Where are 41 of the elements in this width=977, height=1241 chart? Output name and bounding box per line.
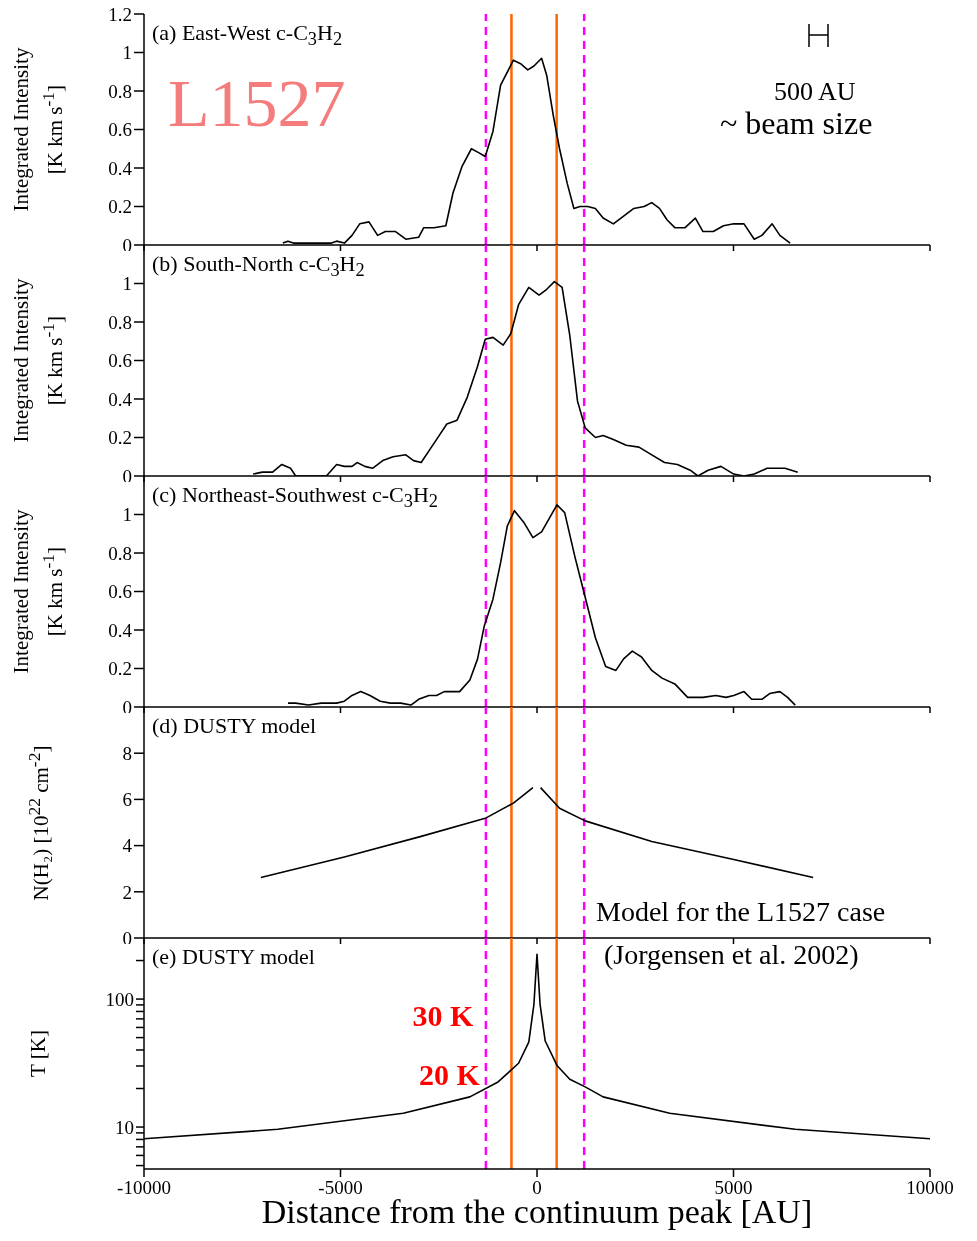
y-tick-label: 0.6 (108, 350, 132, 372)
y-tick-label: 0.6 (108, 119, 132, 141)
y-tick-label: 0 (122, 696, 132, 718)
y-tick-label: 0.6 (108, 581, 132, 603)
y-tick-label: 0.8 (108, 80, 132, 102)
y-tick-label: 8 (122, 742, 132, 764)
y-tick-label: 0 (122, 234, 132, 256)
y-tick-label: 0.4 (108, 388, 133, 410)
chart-title: (a) East-West c-C$_{3}$H$_{2}$ (152, 20, 343, 51)
annotation: 20 K (419, 1057, 481, 1091)
y-tick-label: 1 (122, 42, 132, 64)
y-tick-label: 0.4 (108, 157, 133, 179)
y-tick-label: 0.2 (108, 196, 132, 218)
y-tick-label: 1 (122, 273, 132, 295)
annotation: L1527 (168, 65, 346, 141)
annotation: (Jorgensen et al. 2002) (604, 939, 859, 971)
y-tick-label: 0.2 (108, 427, 132, 449)
y-tick-label: 0 (122, 465, 132, 487)
annotation: 500 AU (774, 77, 856, 107)
y-tick-label: 100 (105, 988, 134, 1010)
y-tick-label: 1.2 (108, 3, 132, 25)
chart-title: (d) DUSTY model (152, 713, 317, 739)
y-axis-title: T [K] (24, 1029, 51, 1079)
chart-title: (c) Northeast-Southwest c-C$_{3}$H$_{2}$ (152, 482, 438, 513)
y-tick-label: 0.8 (108, 542, 132, 564)
annotation: ~ beam size (720, 105, 873, 142)
annotation: Model for the L1527 case (596, 896, 886, 928)
y-tick-label: 0.8 (108, 311, 132, 333)
x-tick-label: -10000 (117, 1177, 171, 1199)
y-tick-label: 0 (122, 927, 132, 949)
y-tick-label: 2 (122, 881, 132, 903)
annotation: 30 K (412, 998, 475, 1032)
y-tick-label: 6 (122, 789, 132, 811)
y-tick-label: 4 (122, 835, 133, 857)
y-tick-label: 10 (115, 1116, 134, 1138)
y-tick-label: 0.2 (108, 658, 132, 680)
x-tick-label: 10000 (906, 1177, 954, 1199)
y-tick-label: 0.4 (108, 619, 133, 641)
chart-title: (e) DUSTY model (152, 944, 315, 970)
y-tick-label: 1 (122, 504, 132, 526)
chart-title: (b) South-North c-C$_{3}$H$_{2}$ (152, 251, 365, 282)
